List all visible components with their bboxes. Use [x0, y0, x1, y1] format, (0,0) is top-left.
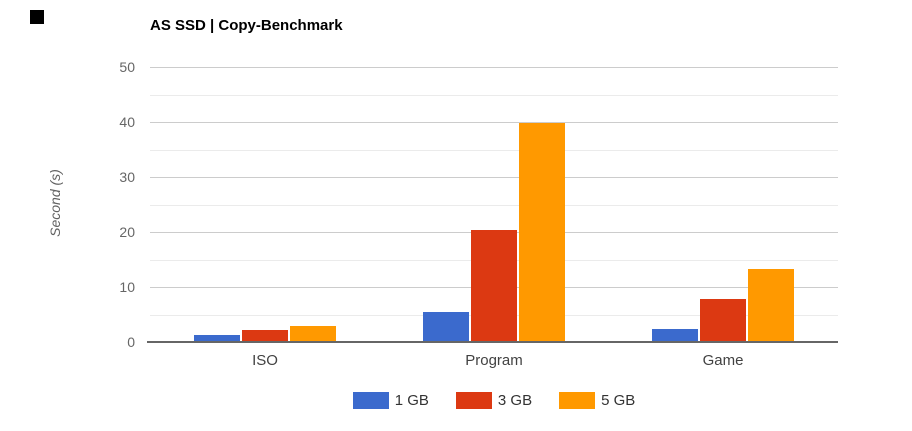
bar-program-3gb[interactable]	[471, 230, 517, 342]
x-axis-line	[147, 341, 838, 343]
major-gridline	[150, 177, 838, 178]
bar-program-1gb[interactable]	[423, 312, 469, 342]
bar-game-3gb[interactable]	[700, 299, 746, 342]
legend-label: 1 GB	[394, 391, 429, 409]
major-gridline	[150, 67, 838, 68]
category-label-iso: ISO	[252, 352, 278, 369]
minor-gridline	[150, 150, 838, 151]
legend-swatch	[352, 392, 389, 409]
category-label-game: Game	[702, 352, 744, 369]
legend-item-3gb[interactable]: 3 GB	[455, 391, 533, 410]
minor-gridline	[150, 95, 838, 96]
minor-gridline	[150, 205, 838, 206]
legend-label: 5 GB	[601, 391, 636, 409]
black-square-marker	[30, 10, 44, 24]
bar-game-1gb[interactable]	[652, 329, 698, 342]
bar-game-5gb[interactable]	[748, 269, 794, 342]
y-tick-label: 40	[119, 114, 135, 130]
legend-item-5gb[interactable]: 5 GB	[559, 392, 635, 410]
y-tick-label: 20	[119, 224, 135, 240]
y-tick-label: 30	[119, 169, 135, 185]
legend: 1 GB 3 GB 5 GB	[150, 391, 838, 410]
bar-program-5gb[interactable]	[519, 123, 565, 342]
y-tick-label: 10	[119, 279, 135, 295]
y-axis-title: Second (s)	[47, 169, 63, 237]
y-tick-label: 0	[127, 334, 135, 350]
legend-swatch	[455, 392, 492, 409]
bar-iso-1gb[interactable]	[194, 335, 240, 342]
major-gridline	[150, 122, 838, 123]
bar-iso-3gb[interactable]	[242, 330, 288, 342]
legend-label: 3 GB	[497, 391, 533, 409]
category-label-program: Program	[465, 352, 523, 369]
legend-swatch	[559, 392, 596, 409]
legend-item-1gb[interactable]: 1 GB	[352, 391, 429, 410]
y-tick-label: 50	[119, 59, 135, 75]
chart-title: AS SSD | Copy-Benchmark	[150, 17, 343, 34]
bar-iso-5gb[interactable]	[290, 326, 336, 342]
